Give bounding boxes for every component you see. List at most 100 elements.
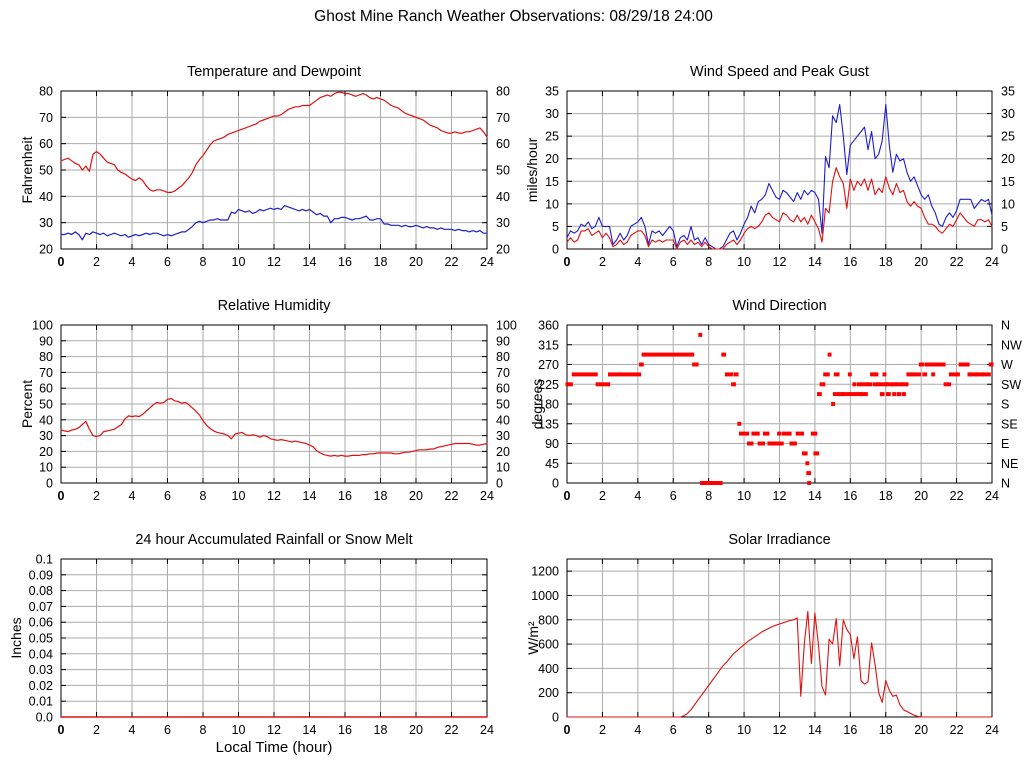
svg-text:0.1: 0.1 [36,553,53,567]
svg-text:18: 18 [374,489,388,503]
svg-text:12: 12 [773,489,787,503]
svg-text:0.01: 0.01 [29,695,53,709]
svg-text:30: 30 [39,216,53,230]
y-axis-label-inches: Inches [8,617,24,659]
svg-text:22: 22 [950,489,964,503]
svg-text:20: 20 [39,445,53,459]
svg-text:18: 18 [374,255,388,269]
svg-text:10: 10 [496,461,510,475]
svg-text:18: 18 [879,723,893,737]
svg-text:6: 6 [164,723,171,737]
svg-text:15: 15 [545,175,559,189]
svg-text:10: 10 [232,723,246,737]
svg-text:10: 10 [232,255,246,269]
svg-text:40: 40 [39,413,53,427]
svg-text:600: 600 [538,638,559,652]
svg-text:100: 100 [496,319,517,333]
svg-text:315: 315 [538,338,559,352]
svg-text:100: 100 [32,319,53,333]
y-axis-label-miles-per-hour: miles/hour [524,137,540,203]
svg-text:20: 20 [39,243,53,257]
svg-text:2: 2 [599,723,606,737]
svg-text:8: 8 [705,489,712,503]
chart-title-relative-humidity: Relative Humidity [217,298,331,314]
svg-text:0: 0 [552,711,559,725]
chart-temperature-dewpoint: 0 2 4 6 8 10 12 14 16 18 20 22 242030405060708020304… [39,85,510,270]
svg-text:80: 80 [39,85,53,99]
svg-text:20: 20 [914,489,928,503]
svg-text:14: 14 [303,489,317,503]
svg-text:2: 2 [93,723,100,737]
svg-text:2: 2 [599,489,606,503]
svg-text:70: 70 [496,111,510,125]
svg-text:6: 6 [164,255,171,269]
svg-text:80: 80 [496,85,510,99]
svg-text:10: 10 [737,255,751,269]
svg-text:40: 40 [496,190,510,204]
svg-text:22: 22 [445,723,459,737]
svg-text:20: 20 [914,255,928,269]
svg-text:10: 10 [232,489,246,503]
svg-text:8: 8 [200,723,207,737]
svg-text:NW: NW [1001,338,1022,352]
svg-text:70: 70 [496,366,510,380]
svg-text:30: 30 [1001,107,1015,121]
svg-text:60: 60 [496,137,510,151]
chart-solar-irradiance: 0 2 4 6 8 10 12 14 16 18 20 22 240200400600800100012… [531,558,999,737]
svg-text:25: 25 [545,130,559,144]
svg-text:30: 30 [39,429,53,443]
svg-text:W: W [1001,358,1013,372]
svg-text:2: 2 [93,489,100,503]
svg-text:16: 16 [338,723,352,737]
svg-text:0: 0 [564,489,571,503]
svg-text:0: 0 [564,723,571,737]
chart-relative-humidity: 0 2 4 6 8 10 12 14 16 18 20 22 240102030405060708090… [32,319,517,504]
svg-text:10: 10 [39,461,53,475]
svg-text:6: 6 [670,723,677,737]
svg-text:10: 10 [545,197,559,211]
svg-text:16: 16 [843,723,857,737]
svg-text:12: 12 [773,723,787,737]
svg-text:12: 12 [267,489,281,503]
svg-text:70: 70 [39,366,53,380]
svg-text:18: 18 [374,723,388,737]
svg-text:20: 20 [409,723,423,737]
svg-text:6: 6 [670,255,677,269]
svg-text:SE: SE [1001,417,1018,431]
svg-text:20: 20 [914,723,928,737]
svg-text:15: 15 [1001,175,1015,189]
y-axis-label-degrees: degrees [529,378,545,430]
svg-text:0: 0 [58,489,65,503]
svg-text:0.08: 0.08 [29,584,53,598]
svg-text:14: 14 [808,723,822,737]
svg-text:8: 8 [200,489,207,503]
svg-text:16: 16 [843,489,857,503]
svg-text:0: 0 [58,255,65,269]
svg-text:NE: NE [1001,457,1018,471]
svg-text:180: 180 [538,398,559,412]
svg-text:1000: 1000 [531,589,559,603]
svg-text:24: 24 [480,723,494,737]
svg-text:N: N [1001,477,1010,491]
svg-text:60: 60 [39,137,53,151]
svg-text:0.05: 0.05 [29,632,53,646]
svg-text:50: 50 [496,164,510,178]
svg-text:90: 90 [545,437,559,451]
svg-text:80: 80 [39,350,53,364]
svg-text:40: 40 [39,190,53,204]
svg-text:0: 0 [1001,243,1008,257]
svg-text:0.02: 0.02 [29,679,53,693]
svg-text:225: 225 [538,378,559,392]
svg-text:0.03: 0.03 [29,663,53,677]
svg-text:0.0: 0.0 [36,711,53,725]
svg-text:24: 24 [480,255,494,269]
svg-text:50: 50 [496,398,510,412]
svg-text:10: 10 [1001,197,1015,211]
svg-text:E: E [1001,437,1009,451]
svg-text:70: 70 [39,111,53,125]
svg-text:22: 22 [445,255,459,269]
svg-text:45: 45 [545,457,559,471]
svg-text:0.04: 0.04 [29,647,53,661]
